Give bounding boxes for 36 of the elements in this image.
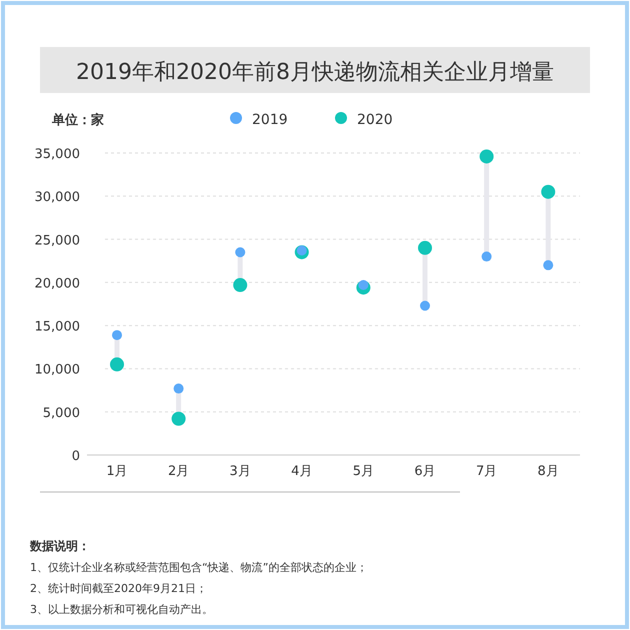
x-tick-label: 4月	[291, 464, 312, 479]
y-tick-label: 10,000	[34, 362, 80, 378]
x-tick-label: 1月	[106, 464, 128, 479]
point	[541, 184, 556, 199]
y-tick-label: 35,000	[34, 147, 80, 162]
x-tick-label: 6月	[414, 464, 436, 479]
x-tick-label: 2月	[168, 464, 190, 479]
y-tick-label: 30,000	[34, 190, 80, 206]
point	[174, 384, 184, 394]
text: 1、仅统计企业名称或经营范围包含“快递、物流”的全部状态的企业；	[30, 561, 368, 574]
text: 单位：家	[51, 112, 104, 128]
legend-label: 2020	[357, 112, 393, 128]
y-tick-label: 25,000	[34, 233, 80, 248]
chart-title: 2019年和2020年前8月快递物流相关企业月增量	[76, 60, 554, 85]
point	[233, 278, 248, 292]
point	[418, 240, 432, 255]
point	[543, 260, 554, 270]
text: 数据说明：	[29, 539, 90, 553]
text: 3、以上数据分析和可视化自动产出。	[30, 603, 213, 616]
y-tick-label: 20,000	[34, 276, 80, 292]
point	[235, 247, 246, 258]
legend-label: 2019	[252, 112, 288, 128]
point	[482, 252, 492, 262]
point	[172, 412, 186, 426]
y-tick-label: 0	[72, 449, 80, 464]
x-tick-label: 3月	[230, 464, 251, 479]
x-tick-label: 5月	[352, 464, 374, 479]
point	[480, 149, 494, 164]
point	[112, 330, 122, 340]
x-tick-label: 7月	[476, 464, 498, 479]
x-tick-label: 8月	[538, 464, 559, 479]
y-tick-label: 15,000	[34, 320, 80, 335]
y-tick-label: 5,000	[42, 406, 80, 421]
point	[420, 300, 430, 311]
point	[110, 357, 124, 372]
text: 2、统计时间截至2020年9月21日；	[30, 582, 207, 595]
